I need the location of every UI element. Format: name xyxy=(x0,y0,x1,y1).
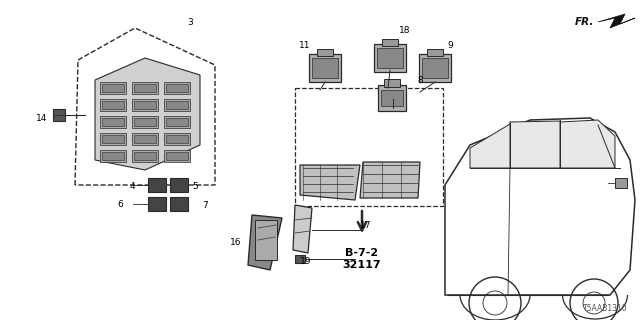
Bar xyxy=(100,116,126,128)
Text: 4: 4 xyxy=(129,181,135,190)
Bar xyxy=(132,150,158,162)
Bar xyxy=(166,135,188,143)
Bar xyxy=(381,90,403,106)
Bar xyxy=(102,101,124,109)
Polygon shape xyxy=(95,58,200,170)
Bar xyxy=(100,150,126,162)
Bar xyxy=(100,99,126,111)
Bar xyxy=(134,101,156,109)
Bar xyxy=(427,49,443,56)
Bar xyxy=(419,54,451,82)
Bar xyxy=(615,178,627,188)
Polygon shape xyxy=(598,14,635,28)
Bar xyxy=(102,84,124,92)
Bar xyxy=(166,84,188,92)
Bar xyxy=(166,152,188,160)
Bar xyxy=(102,135,124,143)
Bar xyxy=(132,133,158,145)
Polygon shape xyxy=(300,165,360,200)
Bar xyxy=(170,197,188,211)
Bar xyxy=(382,39,398,46)
Bar xyxy=(309,54,341,82)
Polygon shape xyxy=(248,215,282,270)
Bar xyxy=(100,82,126,94)
Bar xyxy=(134,118,156,126)
Bar xyxy=(164,99,190,111)
Text: 8: 8 xyxy=(417,76,423,84)
Bar xyxy=(132,99,158,111)
Bar xyxy=(164,150,190,162)
Text: 14: 14 xyxy=(36,114,48,123)
Bar xyxy=(374,44,406,72)
Bar xyxy=(132,82,158,94)
Text: 16: 16 xyxy=(230,237,242,246)
Text: FR.: FR. xyxy=(575,17,594,27)
Bar xyxy=(422,58,448,78)
Text: 17: 17 xyxy=(360,220,372,229)
Bar xyxy=(295,255,305,263)
Bar xyxy=(132,116,158,128)
Bar xyxy=(148,197,166,211)
Bar xyxy=(134,135,156,143)
Text: 7: 7 xyxy=(202,201,208,210)
Text: 3: 3 xyxy=(187,18,193,27)
Bar xyxy=(166,118,188,126)
Bar xyxy=(164,133,190,145)
Bar xyxy=(100,133,126,145)
Text: 32117: 32117 xyxy=(342,260,381,270)
Text: T5AAB1310: T5AAB1310 xyxy=(584,304,628,313)
Polygon shape xyxy=(293,205,312,253)
Bar xyxy=(53,109,65,121)
Text: 5: 5 xyxy=(192,181,198,190)
Polygon shape xyxy=(510,121,560,168)
Text: 9: 9 xyxy=(447,41,453,50)
Bar xyxy=(295,88,443,206)
Text: 18: 18 xyxy=(399,26,411,35)
Bar xyxy=(170,178,188,192)
Text: 11: 11 xyxy=(300,41,311,50)
Polygon shape xyxy=(470,124,510,168)
Bar xyxy=(164,82,190,94)
Text: 6: 6 xyxy=(117,199,123,209)
Text: 19: 19 xyxy=(300,258,312,267)
Bar xyxy=(377,48,403,68)
Bar xyxy=(148,178,166,192)
Bar xyxy=(317,49,333,56)
Bar xyxy=(102,152,124,160)
Bar xyxy=(312,58,338,78)
Bar xyxy=(164,116,190,128)
Bar xyxy=(384,79,400,87)
Polygon shape xyxy=(560,120,615,168)
Bar xyxy=(134,84,156,92)
Bar xyxy=(378,85,406,111)
Polygon shape xyxy=(360,162,420,198)
Bar xyxy=(102,118,124,126)
Bar xyxy=(255,220,277,260)
Bar xyxy=(166,101,188,109)
Bar xyxy=(134,152,156,160)
Text: B-7-2: B-7-2 xyxy=(346,248,379,258)
